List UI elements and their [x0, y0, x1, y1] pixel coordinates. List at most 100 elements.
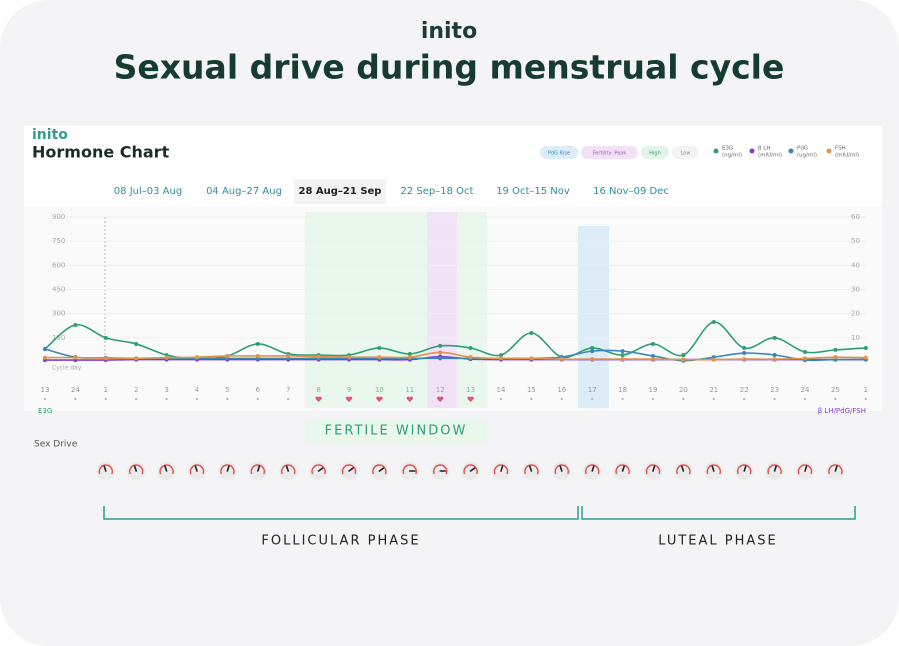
gauge-arc [797, 464, 813, 475]
data-point [468, 355, 473, 360]
gauge-needle [164, 465, 168, 472]
gauge-arc [433, 464, 448, 475]
gauge-arc [493, 464, 509, 475]
tab: 16 Nov–09 Dec [593, 186, 669, 197]
data-point [590, 357, 595, 362]
x-tick-label: 16 [557, 386, 566, 394]
status-chip-label: Fertility: Peak [593, 151, 627, 157]
gauge-arc [341, 464, 357, 475]
phase-brackets [103, 506, 856, 520]
data-point [316, 354, 321, 359]
fertile-label-bg [305, 419, 487, 443]
gauge-needle [591, 465, 595, 472]
data-point [499, 356, 503, 361]
page-title: Sexual drive during menstrual cycle [114, 48, 785, 87]
day-dot [195, 397, 199, 401]
phase-label: LUTEAL PHASE [658, 534, 778, 549]
legend-name: E3G [722, 146, 733, 152]
day-dot [591, 397, 594, 401]
x-tick-label: 9 [347, 386, 351, 394]
data-point [134, 341, 139, 346]
data-point [772, 357, 777, 362]
data-point [529, 356, 534, 361]
day-dot [135, 397, 138, 401]
gauge-arc [402, 464, 417, 475]
data-point [833, 347, 838, 352]
tab: 04 Aug–27 Aug [206, 186, 282, 197]
data-point [225, 353, 230, 358]
gauge-arc [220, 464, 235, 475]
series-line [44, 348, 866, 362]
data-point [620, 349, 625, 354]
gauge-needle [529, 465, 533, 472]
tab: 28 Aug–21 Sep [299, 186, 382, 197]
gauge-needle [194, 465, 198, 472]
data-point [772, 352, 777, 357]
gauge-needle [226, 465, 230, 472]
gauge-needle [681, 465, 685, 472]
gauge-arc [524, 464, 539, 475]
data-point [255, 353, 260, 358]
tab: 08 Jul–03 Aug [114, 186, 182, 197]
x-tick-label: 5 [225, 386, 229, 394]
day-dot [226, 397, 229, 401]
gauge-arc [311, 464, 326, 475]
data-point [438, 343, 443, 348]
data-point [742, 357, 747, 362]
x-tick-label: 14 [497, 386, 506, 394]
day-dot [864, 397, 867, 401]
data-point [772, 335, 777, 340]
x-tick-label: 23 [770, 386, 779, 394]
day-dot [287, 397, 290, 401]
day-dot [712, 397, 715, 401]
data-point [620, 357, 625, 362]
y2-tick-label: 30 [851, 286, 860, 294]
heart-icon [315, 396, 322, 402]
legend-name: PdG [797, 146, 808, 152]
gauge-arc [676, 464, 691, 475]
series-line [44, 351, 866, 361]
day-dot [743, 397, 746, 401]
y-tick-label: 300 [52, 310, 65, 318]
x-tick-label: 22 [740, 386, 749, 394]
card-title: Hormone Chart [32, 143, 170, 162]
day-dot [621, 397, 624, 401]
data-point [43, 355, 47, 360]
x-axis-label: Cycle day [52, 365, 82, 372]
data-point [681, 353, 686, 358]
gauge-needle [285, 465, 290, 472]
tab-active-bg [294, 179, 386, 204]
gauge-needle [469, 467, 476, 472]
gauge-needle [133, 465, 137, 472]
data-point [499, 353, 503, 358]
x-tick-label: 2 [134, 386, 138, 394]
day-dot [43, 397, 47, 401]
x-tick-label: 1 [104, 386, 108, 394]
legend-dot [749, 148, 755, 154]
gauge-arc [250, 464, 265, 475]
x-tick-label: 19 [649, 386, 658, 394]
y2-tick-label: 10 [851, 334, 860, 342]
status-chip [672, 146, 699, 159]
heart-icon [376, 396, 383, 402]
legend-unit: (ng/ml) [722, 153, 742, 159]
y2-tick-label: 50 [851, 237, 860, 245]
data-point [711, 357, 716, 362]
data-point [255, 341, 260, 346]
card-brand: inito [32, 127, 68, 143]
data-point [438, 356, 443, 361]
gauge-arc [615, 464, 630, 475]
data-point [407, 351, 412, 356]
data-point [103, 356, 108, 361]
x-tick-label: 15 [527, 386, 536, 394]
legend-unit: (ug/ml) [797, 153, 817, 159]
status-chip [641, 146, 669, 159]
gauge-arc [98, 464, 113, 475]
gauge-needle [500, 465, 504, 472]
gauge-needle [621, 465, 625, 472]
data-point [590, 349, 595, 354]
x-tick-label: 24 [71, 386, 80, 394]
data-point [651, 353, 655, 358]
data-point [803, 356, 807, 361]
